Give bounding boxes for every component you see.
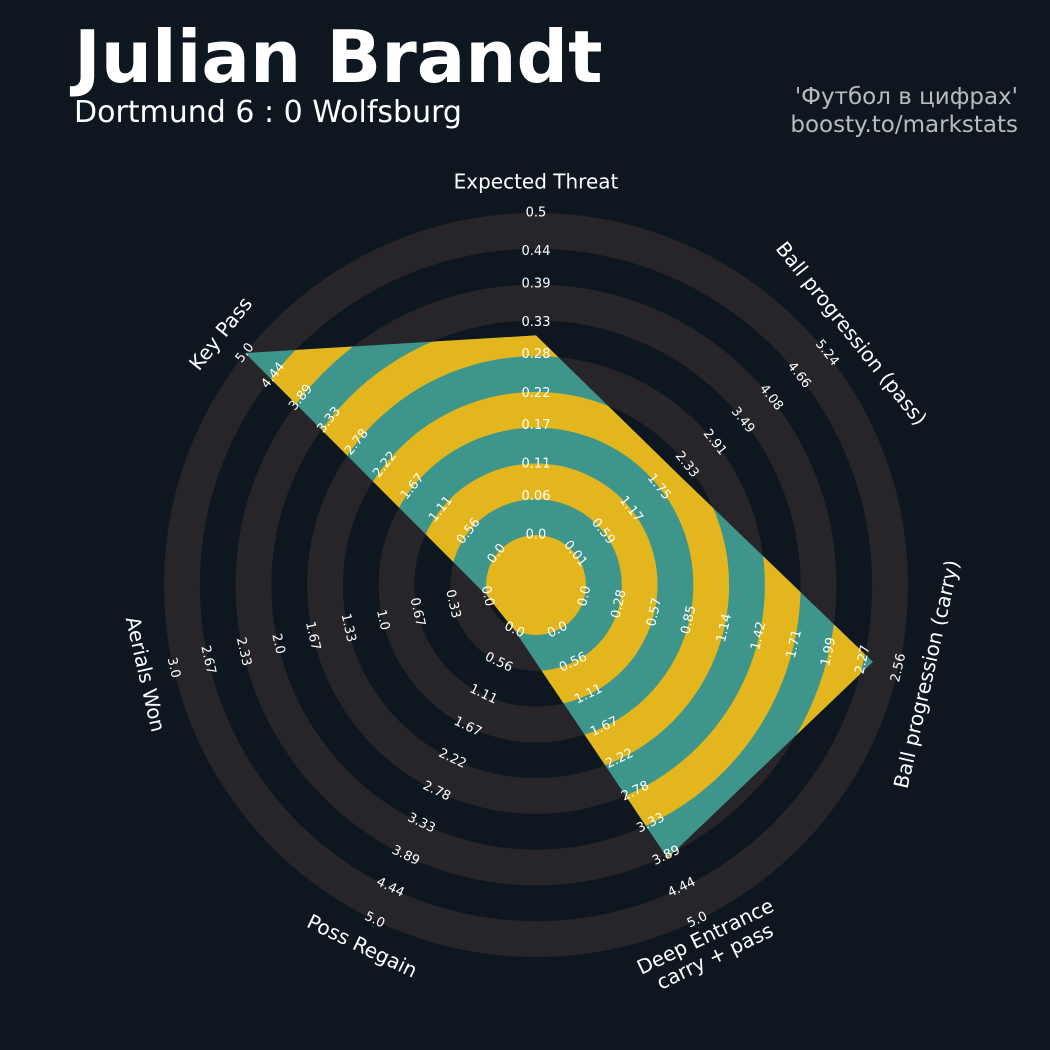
tick-label: 0.85 [678,604,699,636]
tick-label: 1.33 [338,612,359,644]
tick-label: 2.67 [197,644,218,676]
tick-label: 0.57 [644,596,665,628]
tick-label: 0.0 [478,584,497,608]
tick-label: 0.28 [609,588,630,620]
tick-label: 1.67 [302,620,323,652]
tick-label: 0.17 [522,418,551,433]
alt-band [486,535,586,635]
tick-label: 2.0 [268,632,287,656]
tick-label: 3.0 [164,656,183,680]
tick-label: 0.33 [522,315,551,330]
tick-label: 0.0 [575,584,594,608]
tick-label: 0.33 [442,588,463,620]
tick-label: 0.28 [522,347,551,362]
tick-label: 1.14 [714,612,735,644]
tick-label: 0.67 [407,596,428,628]
tick-label: 0.11 [522,457,551,472]
tick-label: 1.71 [784,628,805,660]
tick-label: 0.44 [522,244,551,259]
tick-label: 0.5 [526,206,547,221]
tick-label: 1.42 [748,620,769,652]
tick-label: 1.0 [373,608,392,632]
credit: 'Футбол в цифрах' [795,84,1018,110]
credit: boosty.to/markstats [790,112,1018,138]
tick-label: 2.27 [853,644,874,676]
tick-label: 2.56 [888,652,909,684]
chart-title: Julian Brandt [69,15,603,99]
tick-label: 0.39 [522,276,551,291]
chart-subtitle: Dortmund 6 : 0 Wolfsburg [74,95,462,130]
tick-label: 1.99 [818,636,839,668]
param-label: Expected Threat [454,170,619,194]
tick-label: 2.33 [233,636,254,668]
tick-label: 0.22 [522,386,551,401]
tick-label: 0.06 [522,489,551,504]
tick-label: 0.0 [526,528,547,543]
